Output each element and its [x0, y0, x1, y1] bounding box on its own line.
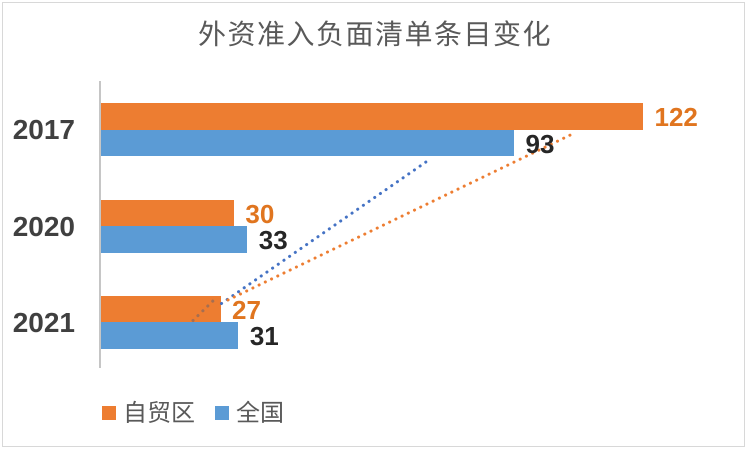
legend-item-ftz: 自贸区 [102, 393, 195, 428]
bar-ftz-2017 [100, 103, 643, 130]
legend-swatch-ftz [102, 406, 116, 420]
category-label-2021: 2021 [12, 306, 75, 338]
chart-title: 外资准入负面清单条目变化 [197, 13, 552, 53]
bar-national-2017 [100, 129, 515, 157]
bar-ftz-2021 [100, 295, 221, 323]
value-label-national-2017: 93 [525, 128, 555, 159]
bar-ftz-2020 [100, 199, 234, 226]
value-label-ftz-2017: 122 [654, 102, 698, 133]
category-label-2017: 2017 [12, 114, 75, 146]
bar-national-2020 [100, 226, 248, 253]
legend-item-national: 全国 [215, 393, 284, 428]
trend-start-overlay-line [191, 295, 219, 322]
legend: 自贸区 全国 [102, 393, 304, 428]
bar-national-2021 [100, 322, 239, 349]
ftz-trend-line [226, 131, 576, 302]
category-label-2020: 2020 [12, 210, 75, 242]
legend-swatch-national [215, 406, 229, 420]
value-label-ftz-2020: 30 [245, 198, 275, 229]
national-trend-line [220, 157, 433, 305]
legend-label-national: 全国 [236, 393, 284, 428]
value-label-national-2020: 33 [258, 225, 288, 255]
value-label-national-2021: 31 [249, 321, 279, 352]
value-label-ftz-2021: 27 [232, 294, 261, 325]
legend-label-ftz: 自贸区 [123, 393, 195, 428]
